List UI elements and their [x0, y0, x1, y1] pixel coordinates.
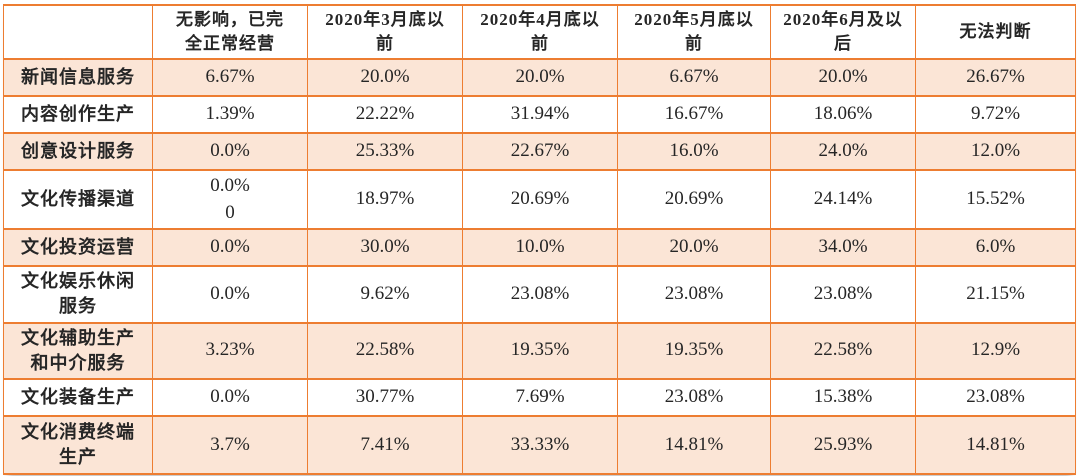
table-row: 文化辅助生产 和中介服务 3.23% 22.58% 19.35% 19.35% … — [3, 321, 1076, 380]
table-cell: 12.9% — [915, 321, 1076, 380]
table-cell: 34.0% — [770, 228, 916, 268]
row-label: 文化娱乐休闲 服务 — [3, 265, 153, 324]
table-cell: 0.0% — [152, 132, 308, 171]
table-cell: 21.15% — [915, 265, 1076, 324]
table-cell: 20.0% — [770, 58, 916, 97]
row-label: 内容创作生产 — [3, 95, 153, 134]
table-row: 文化消费终端 生产 3.7% 7.41% 33.33% 14.81% 25.93… — [3, 414, 1076, 475]
table-cell: 20.0% — [617, 228, 771, 268]
table-cell: 16.67% — [617, 95, 771, 134]
table-cell: 24.0% — [770, 132, 916, 171]
table-row: 文化娱乐休闲 服务 0.0% 9.62% 23.08% 23.08% 23.08… — [3, 265, 1076, 324]
table-cell: 6.67% — [617, 58, 771, 97]
column-header-before-may: 2020年5月底以 前 — [617, 4, 771, 60]
table-cell: 10.0% — [462, 228, 618, 268]
table-cell: 23.08% — [617, 377, 771, 417]
table-cell: 14.81% — [915, 414, 1076, 475]
table-cell: 15.38% — [770, 377, 916, 417]
table-cell: 23.08% — [617, 265, 771, 324]
table-cell: 7.69% — [462, 377, 618, 417]
table-cell: 24.14% — [770, 168, 916, 231]
table-cell: 22.22% — [307, 95, 463, 134]
column-header-before-april: 2020年4月底以 前 — [462, 4, 618, 60]
table-cell: 0.0% — [152, 377, 308, 417]
row-label: 文化消费终端 生产 — [3, 414, 153, 475]
table-row: 新闻信息服务 6.67% 20.0% 20.0% 6.67% 20.0% 26.… — [3, 58, 1076, 97]
table-cell: 0.0% — [152, 228, 308, 268]
table-cell: 18.06% — [770, 95, 916, 134]
column-header-no-impact: 无影响，已完 全正常经营 — [152, 4, 308, 60]
table-cell: 20.69% — [617, 168, 771, 231]
row-label: 文化传播渠道 — [3, 168, 153, 231]
row-label: 新闻信息服务 — [3, 58, 153, 97]
table-cell: 7.41% — [307, 414, 463, 475]
table-cell: 30.0% — [307, 228, 463, 268]
table-cell: 9.62% — [307, 265, 463, 324]
table-cell: 9.72% — [915, 95, 1076, 134]
table-row: 文化传播渠道 0.0% 0 18.97% 20.69% 20.69% 24.14… — [3, 168, 1076, 231]
table-cell: 20.69% — [462, 168, 618, 231]
table-cell: 3.7% — [152, 414, 308, 475]
column-header-before-march: 2020年3月底以 前 — [307, 4, 463, 60]
table-cell: 6.67% — [152, 58, 308, 97]
table-cell: 25.93% — [770, 414, 916, 475]
table-cell: 0.0% — [152, 265, 308, 324]
culture-industry-impact-table: 无影响，已完 全正常经营 2020年3月底以 前 2020年4月底以 前 202… — [3, 4, 1076, 475]
table-cell: 22.58% — [307, 321, 463, 380]
table-row: 内容创作生产 1.39% 22.22% 31.94% 16.67% 18.06%… — [3, 95, 1076, 134]
table-cell: 25.33% — [307, 132, 463, 171]
table-cell: 26.67% — [915, 58, 1076, 97]
table-cell: 19.35% — [462, 321, 618, 380]
table-cell: 1.39% — [152, 95, 308, 134]
table-cell: 20.0% — [307, 58, 463, 97]
header-row: 无影响，已完 全正常经营 2020年3月底以 前 2020年4月底以 前 202… — [3, 4, 1076, 60]
table-cell: 0.0% 0 — [152, 168, 308, 231]
table-row: 文化投资运营 0.0% 30.0% 10.0% 20.0% 34.0% 6.0% — [3, 228, 1076, 268]
table-cell: 6.0% — [915, 228, 1076, 268]
row-label: 创意设计服务 — [3, 132, 153, 171]
table-cell: 22.67% — [462, 132, 618, 171]
table-row: 文化装备生产 0.0% 30.77% 7.69% 23.08% 15.38% 2… — [3, 377, 1076, 417]
table-row: 创意设计服务 0.0% 25.33% 22.67% 16.0% 24.0% 12… — [3, 132, 1076, 171]
table-cell: 20.0% — [462, 58, 618, 97]
row-label: 文化装备生产 — [3, 377, 153, 417]
table-cell: 23.08% — [915, 377, 1076, 417]
table-cell: 22.58% — [770, 321, 916, 380]
column-header-unknown: 无法判断 — [915, 4, 1076, 60]
table-cell: 14.81% — [617, 414, 771, 475]
table-cell: 30.77% — [307, 377, 463, 417]
table-cell: 33.33% — [462, 414, 618, 475]
table-cell: 18.97% — [307, 168, 463, 231]
table-cell: 23.08% — [462, 265, 618, 324]
table-cell: 12.0% — [915, 132, 1076, 171]
corner-cell — [3, 4, 153, 60]
table-cell: 31.94% — [462, 95, 618, 134]
table-cell: 15.52% — [915, 168, 1076, 231]
column-header-after-june: 2020年6月及以 后 — [770, 4, 916, 60]
table-cell: 16.0% — [617, 132, 771, 171]
table-cell: 23.08% — [770, 265, 916, 324]
row-label: 文化投资运营 — [3, 228, 153, 268]
row-label: 文化辅助生产 和中介服务 — [3, 321, 153, 380]
table-cell: 19.35% — [617, 321, 771, 380]
table-cell: 3.23% — [152, 321, 308, 380]
